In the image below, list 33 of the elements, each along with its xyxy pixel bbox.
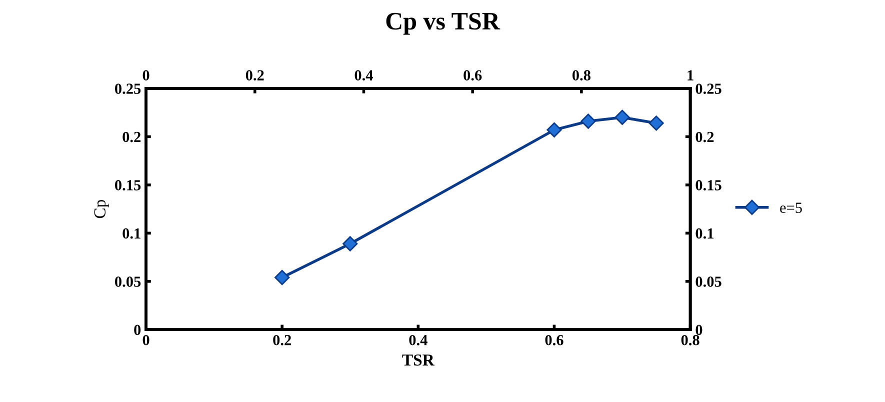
point	[648, 116, 664, 131]
x-tick-label: 0.8	[681, 334, 700, 346]
x-axis-title: TSR	[402, 354, 435, 366]
x-tick-label: 0.2	[273, 334, 291, 346]
y-tick-label: 0	[134, 324, 141, 336]
x2-tick-label: 1	[688, 70, 694, 80]
point	[274, 270, 290, 286]
x2-tick-label: 0	[142, 70, 150, 80]
x-tick-label: 0.6	[545, 334, 564, 346]
chart-title: Cp vs TSR	[386, 12, 500, 35]
y2-tick-label: 0.1	[696, 228, 714, 239]
x2-tick-label: 0.6	[464, 70, 482, 81]
x-tick-label: 0	[142, 334, 150, 346]
legend-label: e=5	[780, 202, 802, 213]
y2-tick-label: 0	[696, 324, 702, 336]
y-tick-label: 0.05	[115, 276, 141, 287]
y-axis-title: Cp	[94, 200, 109, 218]
x2-tick-label: 0.4	[354, 70, 373, 81]
point	[614, 110, 630, 125]
y2-tick-label: 0.25	[696, 84, 722, 94]
x2-tick-label: 0.8	[572, 70, 590, 81]
x-tick-label: 0.4	[409, 334, 428, 346]
point	[546, 122, 562, 138]
y-tick-label: 0.15	[115, 180, 141, 190]
x2-tick-label: 0.2	[246, 70, 264, 81]
point	[580, 114, 596, 129]
y2-tick-label: 0.2	[696, 132, 714, 142]
y2-tick-label: 0.05	[696, 276, 722, 287]
y2-tick-label: 0.15	[696, 180, 722, 190]
point	[342, 236, 358, 252]
y-tick-label: 0.1	[122, 228, 140, 239]
y-tick-label: 0.2	[122, 132, 141, 142]
y-tick-label: 0.25	[115, 84, 141, 94]
